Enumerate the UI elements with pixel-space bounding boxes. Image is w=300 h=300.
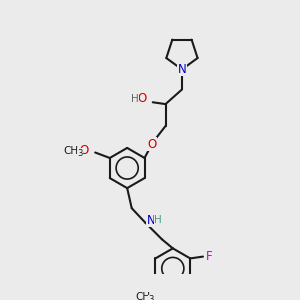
Text: 3: 3 <box>77 149 82 158</box>
Text: CH: CH <box>135 292 150 300</box>
Text: O: O <box>147 138 157 151</box>
Text: N: N <box>146 214 155 226</box>
Text: 3: 3 <box>148 295 154 300</box>
Text: CH: CH <box>64 146 79 156</box>
Text: N: N <box>178 63 186 76</box>
Text: F: F <box>206 250 213 263</box>
Text: H: H <box>154 215 162 225</box>
Text: O: O <box>80 144 89 157</box>
Text: H: H <box>130 94 138 103</box>
Text: O: O <box>137 92 146 105</box>
